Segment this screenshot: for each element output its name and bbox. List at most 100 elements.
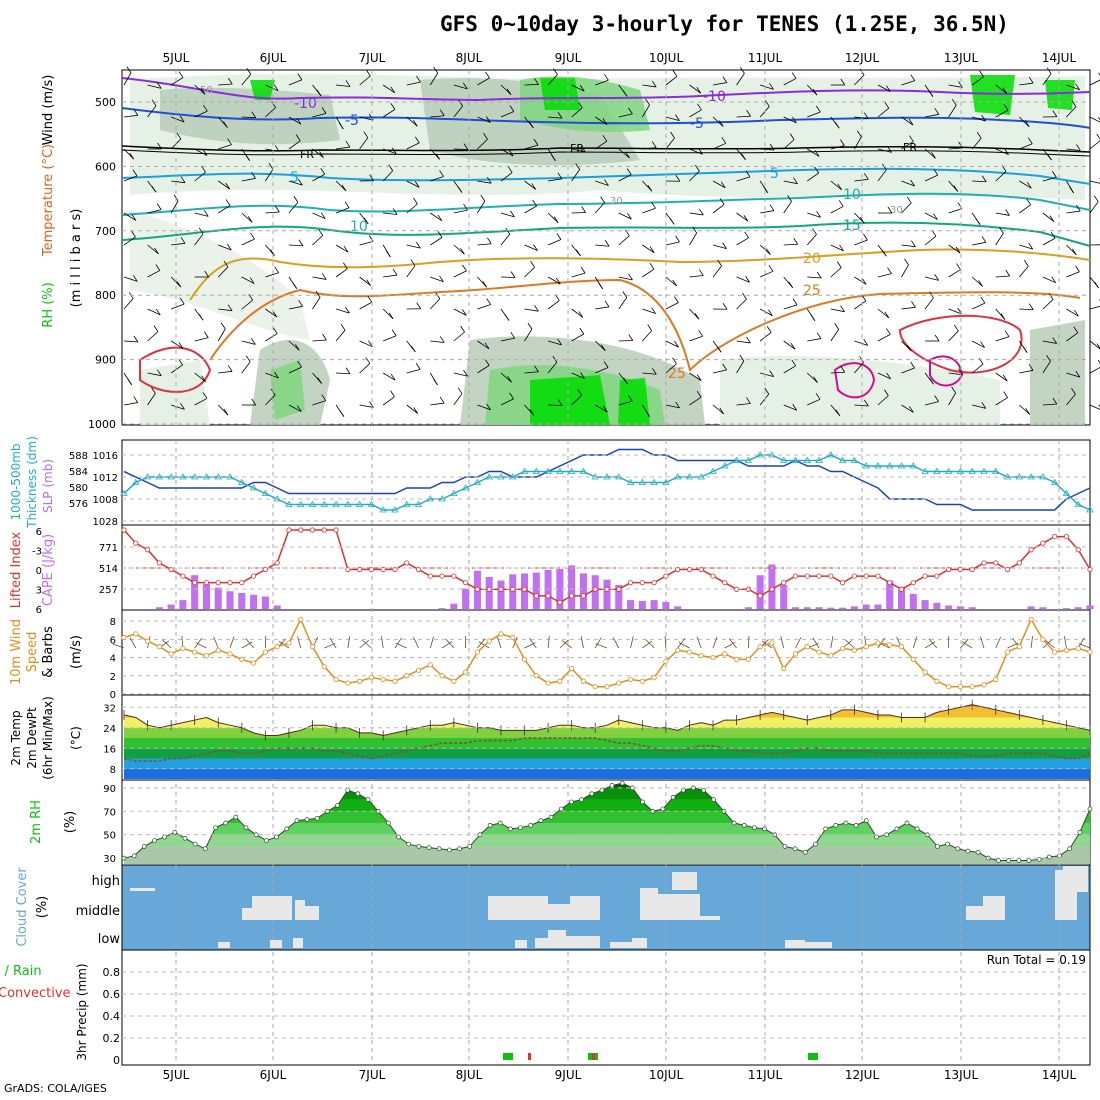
wind-barb	[297, 636, 302, 649]
wind-barb-flag	[981, 175, 987, 182]
date-label-top: 7JUL	[359, 51, 386, 65]
wind-barb-flag	[861, 294, 867, 302]
wind-barb	[171, 180, 186, 184]
lifted-index-line-point	[840, 580, 846, 586]
wind-barb	[783, 404, 797, 411]
wind-barb-flag	[1075, 83, 1080, 91]
wind-barb-flag	[834, 121, 840, 129]
lifted-index-line-point	[910, 580, 916, 586]
wind-barb-flag	[647, 324, 653, 331]
wind-barb	[995, 84, 1008, 94]
wind-barb-flag	[815, 393, 821, 400]
wind-barb-flag	[1002, 87, 1008, 94]
wind-barb	[547, 276, 561, 285]
wind-barb-flag	[604, 239, 610, 247]
wind-barb-flag	[695, 164, 700, 172]
wind-barb-flag	[227, 365, 233, 372]
wind-barb	[854, 116, 869, 120]
label-cloud-units: (%)	[35, 896, 50, 919]
cape-bar	[1074, 607, 1082, 609]
wind-barb	[147, 84, 162, 89]
wind-barb-flag	[1049, 215, 1055, 222]
thickness-line-point	[756, 451, 764, 458]
wind-barb	[265, 148, 280, 152]
wind-barb	[924, 235, 937, 246]
wind-barb-flag	[271, 101, 276, 108]
wind-barb-flag	[836, 261, 842, 268]
wind-barb-flag	[577, 389, 583, 396]
wind-speed-line-point	[227, 651, 233, 657]
wind-speed-line-point	[569, 665, 575, 672]
wind-barb-flag	[294, 344, 300, 351]
wind-barb-flag	[840, 78, 846, 86]
wind-barb-flag	[1076, 144, 1081, 151]
date-label-top: 14JUL	[1042, 51, 1077, 65]
wind-barb-flag	[908, 118, 914, 126]
lifted-index-line-point	[380, 566, 386, 573]
wind-barb	[500, 372, 512, 383]
label-thickness-2: Thickness (dm)	[25, 436, 39, 529]
contour-35	[833, 362, 876, 399]
wind-speed-line-point	[757, 644, 763, 650]
wind-barb-flag	[791, 72, 797, 79]
wind-barb-flag	[365, 357, 371, 364]
wind-barb	[383, 335, 397, 342]
y-tick-label-right: 257	[99, 585, 118, 596]
wind-speed-line-point	[404, 673, 410, 679]
wind-barb	[948, 84, 963, 88]
rh-band	[124, 823, 1090, 835]
label-millibars: (m i l l i b a r s)	[69, 209, 84, 308]
y-tick-label-right: 1012	[93, 473, 118, 484]
wind-barb-flag	[249, 277, 255, 284]
cloud-block	[242, 908, 252, 920]
rh-point	[996, 858, 1001, 863]
wind-barb	[854, 340, 868, 346]
contour-label-10-b: 10	[843, 187, 861, 203]
wind-barb-flag	[675, 235, 680, 243]
wind-barb	[759, 332, 772, 342]
wind-barb	[995, 212, 1010, 216]
wind-barb-flag	[1052, 397, 1058, 405]
thickness-line-point	[308, 500, 317, 507]
wind-barb	[170, 340, 184, 349]
wind-barb	[712, 180, 726, 189]
label-slp: SLP (mb)	[41, 459, 55, 513]
wind-barb-flag	[368, 113, 374, 121]
wind-barb-flag	[812, 228, 817, 235]
wind-barb	[1042, 237, 1056, 246]
rh-point	[487, 822, 493, 828]
wind-speed-line-point	[733, 656, 740, 662]
wind-barb	[642, 268, 655, 278]
date-label-bottom: 8JUL	[456, 1068, 483, 1082]
thickness-line-point	[1086, 506, 1094, 513]
wind-barb	[406, 203, 418, 214]
precip-plot: 0 0.2 0.4 0.6 0.8	[103, 966, 1090, 1067]
wind-barb-flag	[1094, 281, 1099, 289]
wind-barb	[901, 367, 915, 374]
cloud-block-low	[218, 942, 230, 948]
wind-barb	[924, 401, 939, 406]
wind-barb	[807, 172, 819, 182]
wind-barb-flag	[390, 390, 395, 397]
lifted-index-line-point	[981, 560, 987, 566]
wind-barb-flag	[953, 185, 959, 192]
wind-barb	[948, 308, 962, 315]
wind-barb	[123, 340, 138, 343]
wind-barb	[123, 298, 134, 310]
lifted-index-line-point	[545, 593, 551, 599]
cape-bar	[909, 593, 917, 609]
thickness-line-point	[461, 484, 470, 491]
wind-barb-flag	[672, 70, 678, 77]
wind-barb-flag	[721, 137, 727, 144]
wind-speed-line-point	[1004, 649, 1011, 655]
cape-bar	[450, 603, 458, 609]
wind-barb-flag	[1096, 133, 1100, 140]
wind-barb-flag	[460, 325, 465, 333]
rh-point	[914, 826, 920, 832]
contour-label-25: 25	[803, 283, 821, 299]
lifted-index-line-point	[957, 566, 964, 573]
contour-label-minus5: -5	[345, 113, 359, 129]
wind-barb-flag	[1004, 330, 1010, 337]
wind-barb	[783, 340, 796, 350]
wind-barb-flag	[553, 216, 559, 223]
